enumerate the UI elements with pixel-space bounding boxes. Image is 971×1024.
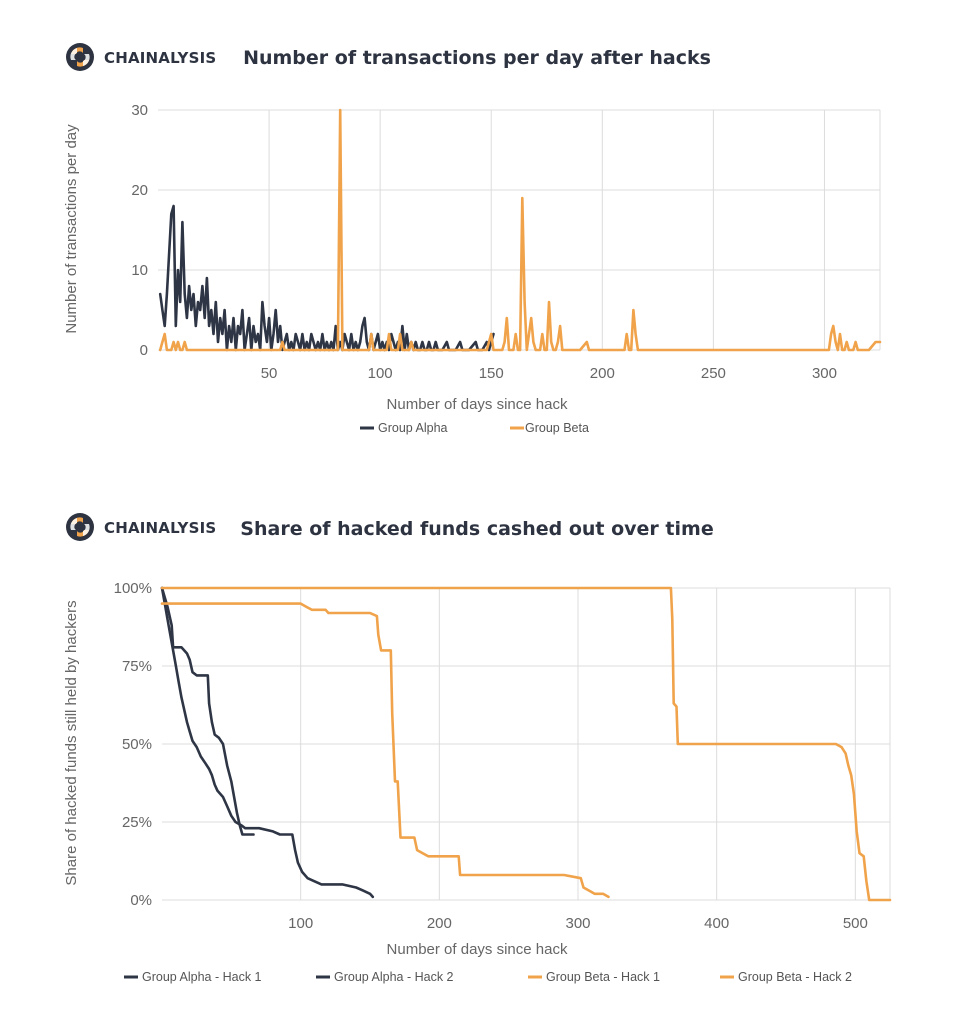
chart1-legend: Group Alpha Group Beta xyxy=(360,421,589,435)
chart2-legend-label: Group Beta - Hack 1 xyxy=(546,970,660,984)
chart1-logo: CHAINALYSIS xyxy=(66,43,216,71)
chart2-y-tick-label: 50% xyxy=(122,736,152,753)
chart1-x-axis-label: Number of days since hack xyxy=(387,396,568,413)
chart2-y-ticks: 0% 25% 50% 75% 100% xyxy=(114,580,152,909)
chart2-y-axis-label: Share of hacked funds still held by hack… xyxy=(63,600,80,885)
chart2-y-tick-label: 75% xyxy=(122,658,152,675)
chart1-x-tick-label: 100 xyxy=(368,365,393,382)
chart2-y-tick-label: 0% xyxy=(130,892,152,909)
chart1-legend-label: Group Beta xyxy=(525,421,589,435)
chart1-title: Number of transactions per day after hac… xyxy=(243,47,711,69)
chart2-x-axis-label: Number of days since hack xyxy=(387,941,568,958)
chart1-y-tick-label: 30 xyxy=(131,102,148,119)
chart2-series-line-3 xyxy=(160,602,610,899)
chart2-series-line-2 xyxy=(160,586,255,836)
chart1-series-line-1 xyxy=(158,204,495,352)
chart1: CHAINALYSIS Number of transactions per d… xyxy=(63,43,882,435)
chart2-x-ticks: 100 200 300 400 500 xyxy=(288,915,868,932)
chart2: CHAINALYSIS Share of hacked funds cashed… xyxy=(63,513,892,984)
chart1-y-ticks: 0 10 20 30 xyxy=(131,102,148,359)
chart2-y-tick-label: 25% xyxy=(122,814,152,831)
chart2-x-tick-label: 200 xyxy=(427,915,452,932)
chart1-y-tick-label: 20 xyxy=(131,182,148,199)
chainalysis-logo-icon xyxy=(66,513,94,541)
chart1-series xyxy=(158,108,882,352)
chainalysis-logo-icon xyxy=(66,43,94,71)
chart1-gridlines xyxy=(158,109,881,351)
chart2-x-tick-label: 300 xyxy=(565,915,590,932)
chart2-legend-label: Group Alpha - Hack 2 xyxy=(334,970,454,984)
chart1-y-tick-label: 0 xyxy=(140,342,148,359)
chart1-x-tick-label: 200 xyxy=(590,365,615,382)
chart2-title: Share of hacked funds cashed out over ti… xyxy=(240,518,713,540)
chart1-legend-label: Group Alpha xyxy=(378,421,448,435)
chart1-logo-text: CHAINALYSIS xyxy=(104,49,216,67)
chart2-legend: Group Alpha - Hack 1 Group Alpha - Hack 2… xyxy=(124,970,852,984)
chart2-series xyxy=(160,586,892,902)
chart1-x-tick-label: 50 xyxy=(261,365,278,382)
chart2-x-tick-label: 100 xyxy=(288,915,313,932)
chart2-series-line-1 xyxy=(160,586,375,899)
chart2-series-line-4 xyxy=(160,586,892,902)
chart2-y-tick-label: 100% xyxy=(114,580,152,597)
chart2-logo-text: CHAINALYSIS xyxy=(104,519,216,537)
chart2-legend-label: Group Beta - Hack 2 xyxy=(738,970,852,984)
chart2-x-tick-label: 400 xyxy=(704,915,729,932)
chart1-series-line-2 xyxy=(158,108,882,352)
chart2-legend-label: Group Alpha - Hack 1 xyxy=(142,970,262,984)
chart1-x-ticks: 50 100 150 200 250 300 xyxy=(261,365,837,382)
chart1-x-tick-label: 150 xyxy=(479,365,504,382)
chart1-x-tick-label: 250 xyxy=(701,365,726,382)
chart2-x-tick-label: 500 xyxy=(843,915,868,932)
chart1-y-axis-label: Number of transactions per day xyxy=(63,124,80,334)
chart1-x-tick-label: 300 xyxy=(812,365,837,382)
chart2-logo: CHAINALYSIS xyxy=(66,513,216,541)
chart1-y-tick-label: 10 xyxy=(131,262,148,279)
